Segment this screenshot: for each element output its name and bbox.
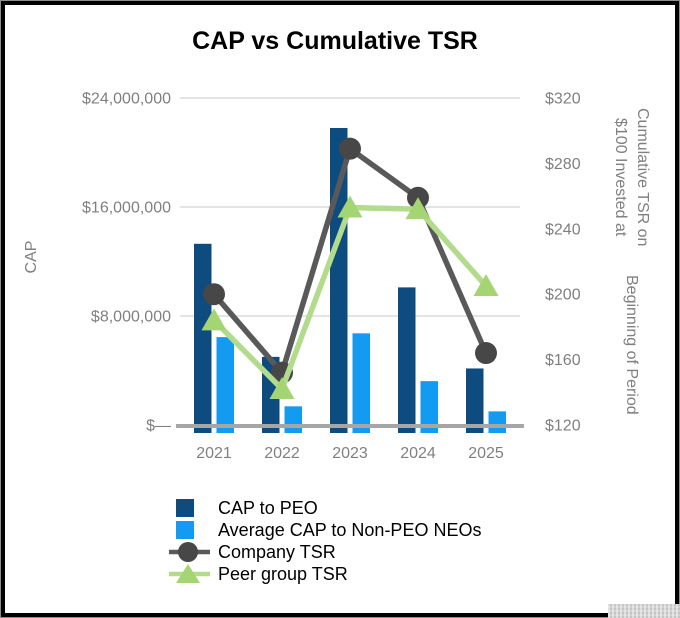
bar-avg-cap-non-peo-2023: [352, 333, 370, 433]
left-axis-tick-label: $16,000,000: [82, 200, 171, 217]
legend-marker-company-tsr: [169, 542, 210, 562]
company-tsr-point-2023: [339, 137, 361, 160]
legend-swatch-average-cap-to-non-peo-neos: [176, 521, 194, 539]
legend-square: [176, 499, 194, 517]
bar-avg-cap-non-peo-2021: [216, 337, 234, 433]
company-tsr-line: [211, 145, 489, 376]
horizontal-scrollbar-thumb[interactable]: [608, 604, 680, 618]
bar-cap-to-peo-2025: [466, 368, 484, 433]
legend-swatch-cap-to-peo: [176, 499, 194, 517]
right-axis-title-line1: Cumulative TSR on $100 Invested at: [612, 107, 651, 247]
chart-legend: CAP to PEO Average CAP to Non-PEO NEOs Com…: [169, 497, 481, 585]
right-axis-tick-label: $320: [545, 91, 581, 108]
bar-avg-cap-non-peo-2024: [420, 381, 438, 433]
legend-triangle-marker: [176, 564, 200, 583]
legend-circle-marker: [178, 542, 198, 562]
chart-plot-area: $— $8,000,000 $16,000,000 $24,000,000 $120 $1…: [82, 91, 581, 463]
legend-label-peer-group-tsr: Peer group TSR: [218, 563, 348, 584]
legend-square: [176, 521, 194, 539]
legend-item-cap-to-peo: CAP to PEO: [169, 497, 481, 519]
legend-label-company-tsr: Company TSR: [218, 541, 336, 562]
legend-label-cap-to-peo: CAP to PEO: [218, 497, 318, 518]
left-axis-tick-label: $8,000,000: [91, 309, 171, 326]
legend-item-peer-group-tsr: Peer group TSR: [169, 563, 481, 585]
left-axis-title: CAP: [23, 240, 40, 274]
right-axis-tick-label: $200: [545, 287, 581, 304]
right-axis-title-line2: Beginning of Period: [623, 275, 640, 415]
right-axis-tick-label: $240: [545, 221, 581, 238]
x-axis-tick-label: 2023: [332, 445, 368, 462]
bar-avg-cap-non-peo-2025: [488, 411, 506, 433]
peer-group-tsr-point-2025: [473, 274, 499, 297]
right-axis-tick-label: $280: [545, 156, 581, 173]
legend-item-average-cap-to-non-peo-neos: Average CAP to Non-PEO NEOs: [169, 519, 481, 541]
company-tsr-point-2025: [475, 342, 497, 365]
peer-group-tsr-point-2021: [201, 308, 227, 331]
x-axis-tick-label: 2024: [400, 445, 436, 462]
left-axis-tick-label: $—: [146, 418, 171, 435]
legend-marker-peer-group-tsr: [169, 564, 210, 583]
left-axis-tick-label: $24,000,000: [82, 91, 171, 108]
right-axis-title: Cumulative TSR on $100 Invested at Begin…: [609, 93, 653, 429]
peer-group-tsr-point-2023: [337, 195, 363, 218]
company-tsr-point-2021: [203, 283, 225, 306]
peer-group-tsr-point-2022: [269, 377, 295, 400]
peer-group-tsr-point-2024: [405, 197, 431, 220]
x-axis-tick-label: 2022: [264, 445, 300, 462]
right-axis-tick-label: $120: [545, 418, 581, 435]
x-axis-tick-label: 2025: [468, 445, 504, 462]
right-axis-tick-label: $160: [545, 352, 581, 369]
peer-group-tsr-line: [211, 204, 489, 392]
bar-cap-to-peo-2021: [194, 243, 212, 433]
bar-cap-to-peo-2024: [398, 287, 416, 433]
x-axis-tick-label: 2021: [196, 445, 232, 462]
bar-avg-cap-non-peo-2022: [284, 406, 302, 433]
legend-label-average-cap-to-non-peo-neos: Average CAP to Non-PEO NEOs: [218, 519, 482, 540]
chart-title: CAP vs Cumulative TSR: [192, 27, 478, 55]
legend-item-company-tsr: Company TSR: [169, 541, 481, 563]
